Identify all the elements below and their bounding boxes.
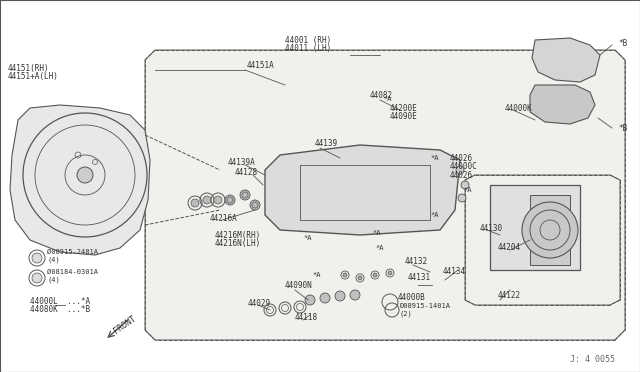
Text: 44011 (LH): 44011 (LH) bbox=[285, 44, 331, 52]
Text: 44026: 44026 bbox=[450, 170, 473, 180]
Text: *A: *A bbox=[383, 96, 392, 102]
Circle shape bbox=[388, 271, 392, 275]
Text: *A: *A bbox=[430, 212, 438, 218]
Text: 44200E: 44200E bbox=[390, 103, 418, 112]
Circle shape bbox=[350, 290, 360, 300]
Text: *A: *A bbox=[430, 155, 438, 161]
Text: (4): (4) bbox=[47, 277, 60, 283]
Text: *A: *A bbox=[312, 272, 321, 278]
Text: 44000K: 44000K bbox=[505, 103, 532, 112]
Text: 44216N(LH): 44216N(LH) bbox=[215, 238, 261, 247]
Circle shape bbox=[320, 293, 330, 303]
Text: (4): (4) bbox=[47, 257, 60, 263]
Bar bbox=[490, 185, 580, 270]
Text: 44122: 44122 bbox=[498, 291, 521, 299]
Polygon shape bbox=[10, 105, 150, 255]
Text: *A: *A bbox=[463, 187, 472, 193]
Text: 44151(RH): 44151(RH) bbox=[8, 64, 50, 73]
Text: J: 4 0055: J: 4 0055 bbox=[570, 356, 615, 365]
Text: Ð08915-1401A: Ð08915-1401A bbox=[400, 303, 451, 309]
Text: 44026: 44026 bbox=[450, 154, 473, 163]
Text: 44118: 44118 bbox=[295, 314, 318, 323]
Circle shape bbox=[214, 196, 222, 204]
Text: Ø08915-2481A: Ø08915-2481A bbox=[47, 249, 98, 255]
Circle shape bbox=[456, 166, 464, 174]
Polygon shape bbox=[145, 50, 625, 340]
Polygon shape bbox=[532, 38, 600, 82]
Circle shape bbox=[358, 276, 362, 280]
Circle shape bbox=[191, 199, 199, 207]
Circle shape bbox=[250, 200, 260, 210]
Circle shape bbox=[32, 273, 42, 283]
Text: 44000L  ...*A: 44000L ...*A bbox=[30, 298, 90, 307]
Text: 44082: 44082 bbox=[370, 90, 393, 99]
Circle shape bbox=[522, 202, 578, 258]
Circle shape bbox=[225, 195, 235, 205]
Text: 44204: 44204 bbox=[498, 244, 521, 253]
Text: 44090E: 44090E bbox=[390, 112, 418, 121]
Text: 44131: 44131 bbox=[408, 273, 431, 282]
Text: 44134: 44134 bbox=[443, 267, 466, 276]
Text: *B: *B bbox=[618, 124, 627, 132]
Text: 44080K  ...*B: 44080K ...*B bbox=[30, 305, 90, 314]
Polygon shape bbox=[265, 145, 460, 235]
Text: 44216M(RH): 44216M(RH) bbox=[215, 231, 261, 240]
Text: 44000B: 44000B bbox=[398, 294, 426, 302]
Text: FRONT: FRONT bbox=[112, 314, 138, 336]
Text: 44216A: 44216A bbox=[210, 214, 237, 222]
Text: 44132: 44132 bbox=[405, 257, 428, 266]
Text: *A: *A bbox=[303, 235, 312, 241]
Text: 44001 (RH): 44001 (RH) bbox=[285, 35, 331, 45]
Circle shape bbox=[203, 196, 211, 204]
Circle shape bbox=[373, 273, 377, 277]
Text: *A: *A bbox=[375, 245, 383, 251]
Text: *B: *B bbox=[618, 38, 627, 48]
Text: 44090N: 44090N bbox=[285, 280, 313, 289]
Text: (2): (2) bbox=[400, 311, 413, 317]
Polygon shape bbox=[530, 85, 595, 124]
Text: 44151+A(LH): 44151+A(LH) bbox=[8, 71, 59, 80]
Circle shape bbox=[461, 181, 469, 189]
Circle shape bbox=[77, 167, 93, 183]
Circle shape bbox=[305, 295, 315, 305]
Circle shape bbox=[32, 253, 42, 263]
Text: 44029: 44029 bbox=[248, 298, 271, 308]
Circle shape bbox=[458, 194, 466, 202]
Text: 44128: 44128 bbox=[235, 167, 258, 176]
Polygon shape bbox=[465, 175, 620, 305]
Text: *A: *A bbox=[372, 230, 381, 236]
Circle shape bbox=[240, 190, 250, 200]
Circle shape bbox=[335, 291, 345, 301]
Text: 44130: 44130 bbox=[480, 224, 503, 232]
Text: Ø08184-0301A: Ø08184-0301A bbox=[47, 269, 98, 275]
Circle shape bbox=[343, 273, 347, 277]
Text: 44139A: 44139A bbox=[228, 157, 256, 167]
Text: 44139: 44139 bbox=[315, 138, 338, 148]
Text: 44151A: 44151A bbox=[247, 61, 275, 70]
Bar bbox=[530, 195, 570, 265]
Text: 44000C: 44000C bbox=[450, 161, 477, 170]
